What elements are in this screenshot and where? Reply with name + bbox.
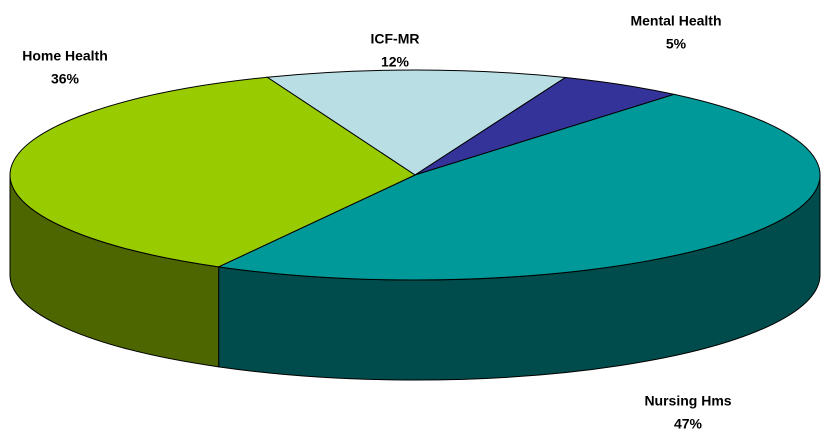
slice-label: Mental Health — [630, 13, 721, 29]
slice-value-label: 36% — [51, 71, 80, 87]
slice-value-label: 5% — [666, 36, 687, 52]
slice-label: ICF-MR — [371, 31, 420, 47]
slice-value-label: 12% — [381, 54, 410, 70]
pie-slice — [9, 76, 417, 268]
pie-slice — [265, 69, 567, 176]
pie-slice — [216, 93, 821, 281]
slice-value-label: 47% — [674, 416, 703, 432]
slice-label: Home Health — [22, 48, 108, 64]
slice-label: Nursing Hms — [644, 393, 731, 409]
